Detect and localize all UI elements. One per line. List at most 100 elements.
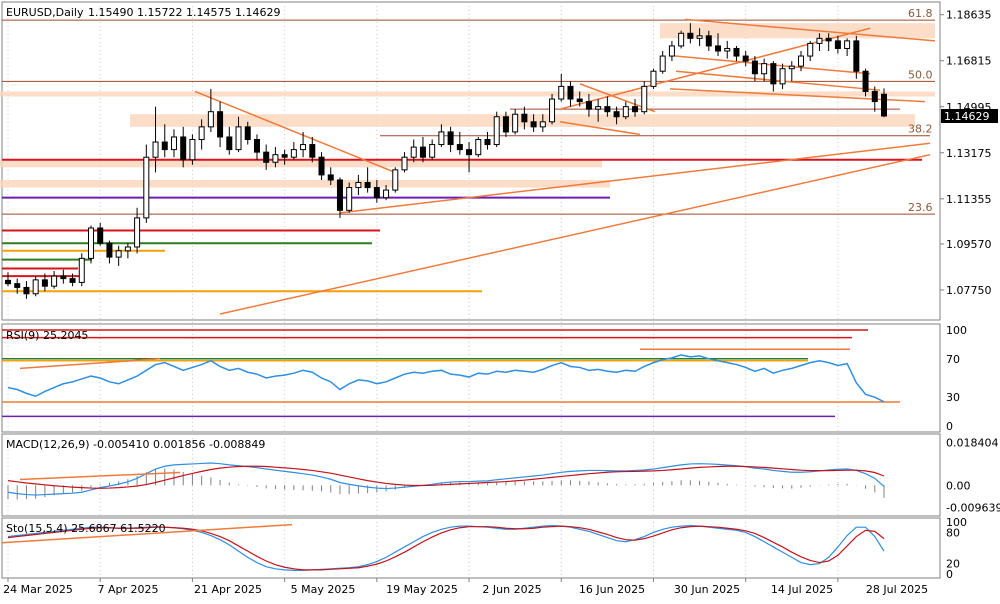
bull-candle: [429, 144, 436, 158]
bear-candle: [585, 101, 592, 110]
price-tick-label: 1.11355: [946, 193, 992, 206]
sto-tick-label: 100: [946, 516, 967, 529]
macd-tick-label: 0.018404: [946, 437, 999, 450]
macd-trend-line: [19, 471, 181, 481]
bull-candle: [798, 55, 805, 67]
bear-candle: [834, 40, 841, 49]
bull-candle: [78, 257, 85, 283]
rsi-tick-label: 0: [946, 420, 953, 433]
rsi-title: RSI(9) 25.2045: [6, 329, 88, 342]
horizontal-levels: [2, 19, 935, 293]
bull-candle: [355, 181, 362, 189]
bull-candle: [678, 32, 685, 47]
date-tick-label: 7 Apr 2025: [97, 583, 158, 596]
date-axis: 24 Mar 2025 7 Apr 2025 21 Apr 2025 5 May 20…: [3, 578, 928, 596]
bull-candle: [401, 156, 408, 171]
trend-line: [684, 18, 936, 42]
bear-candle: [632, 106, 639, 113]
bull-candle: [32, 279, 39, 295]
bull-candle: [475, 139, 482, 156]
price-tick-label: 1.13175: [946, 147, 992, 160]
fib-level-label: 38.2: [908, 123, 933, 136]
sto-tick-label: 0: [946, 568, 953, 581]
bull-candle: [512, 113, 519, 133]
bear-candle: [253, 139, 260, 153]
bear-candle: [604, 106, 611, 113]
bull-candle: [650, 70, 657, 87]
bear-candle: [69, 278, 76, 283]
trend-line: [194, 90, 396, 174]
bear-candle: [41, 279, 48, 287]
fibonacci-labels: 61.8 50.0 38.2 23.6: [908, 7, 933, 214]
bear-candle: [97, 227, 104, 244]
price-zone-band: [0, 91, 935, 97]
bear-candle: [502, 116, 509, 133]
bull-candle: [595, 106, 602, 110]
bear-candle: [862, 70, 869, 92]
last-price-label: 1.14629: [944, 110, 990, 123]
bear-candle: [687, 32, 694, 39]
bear-candle: [705, 35, 712, 47]
trend-lines: [194, 18, 936, 315]
bear-candle: [576, 98, 583, 103]
bear-candle: [466, 149, 473, 156]
date-tick-label: 16 Jun 2025: [579, 583, 645, 596]
bear-candle: [226, 136, 233, 151]
bear-candle: [14, 283, 21, 288]
price-tick-label: 1.16815: [946, 55, 992, 68]
bull-candle: [788, 65, 795, 70]
bear-candle: [23, 286, 30, 295]
macd-title: MACD(12,26,9) -0.005410 0.001856 -0.0088…: [6, 438, 265, 451]
bull-candle: [558, 85, 565, 100]
bull-candle: [235, 126, 242, 151]
bear-candle: [715, 45, 722, 52]
chart-header-ohlc: 1.15490 1.15722 1.14575 1.14629: [88, 6, 280, 19]
sto-title: Sto(15,5,4) 25.6867 61.5220: [6, 522, 166, 535]
date-tick-label: 24 Mar 2025: [3, 583, 73, 596]
bull-candle: [622, 106, 629, 118]
bull-candle: [410, 146, 417, 158]
price-axis: 1.186351.168151.149951.131751.113551.095…: [940, 9, 992, 297]
bear-candle: [733, 47, 740, 57]
bear-candle: [217, 111, 224, 138]
date-tick-label: 19 May 2025: [386, 583, 458, 596]
bull-candle: [549, 98, 556, 123]
date-tick-label: 21 Apr 2025: [194, 583, 262, 596]
rsi-tick-label: 100: [946, 324, 967, 337]
bull-candle: [87, 227, 94, 259]
date-tick-label: 14 Jul 2025: [771, 583, 833, 596]
date-tick-label: 2 Jun 2025: [482, 583, 541, 596]
price-zone-band: [0, 159, 602, 168]
bear-candle: [853, 40, 860, 72]
fib-level-label: 23.6: [908, 201, 933, 214]
bear-candle: [373, 187, 380, 199]
bear-candle: [770, 63, 777, 85]
sto-tick-label: 80: [946, 526, 960, 539]
bull-candle: [807, 42, 814, 57]
candlesticks: [5, 23, 887, 299]
bull-candle: [659, 55, 666, 72]
sto-signal-line: [7, 525, 885, 571]
bull-candle: [641, 85, 648, 113]
bull-candle: [290, 149, 297, 158]
trend-line: [339, 142, 931, 214]
macd-line: [7, 462, 885, 496]
trend-line: [559, 121, 641, 136]
grid-lines: [7, 2, 839, 578]
bear-candle: [263, 151, 270, 163]
rsi-trend-line: [19, 358, 161, 370]
price-zone-band: [0, 179, 610, 188]
bull-candle: [300, 144, 307, 151]
sto-trend-line: [1, 523, 293, 544]
bear-candle: [336, 179, 343, 211]
price-tick-label: 1.18635: [946, 9, 992, 22]
bear-candle: [871, 90, 878, 103]
bull-candle: [668, 45, 675, 57]
rsi-line: [7, 354, 885, 403]
date-tick-label: 30 Jun 2025: [674, 583, 740, 596]
bull-candle: [207, 111, 214, 128]
bull-candle: [170, 136, 177, 151]
bear-candle: [281, 154, 288, 158]
